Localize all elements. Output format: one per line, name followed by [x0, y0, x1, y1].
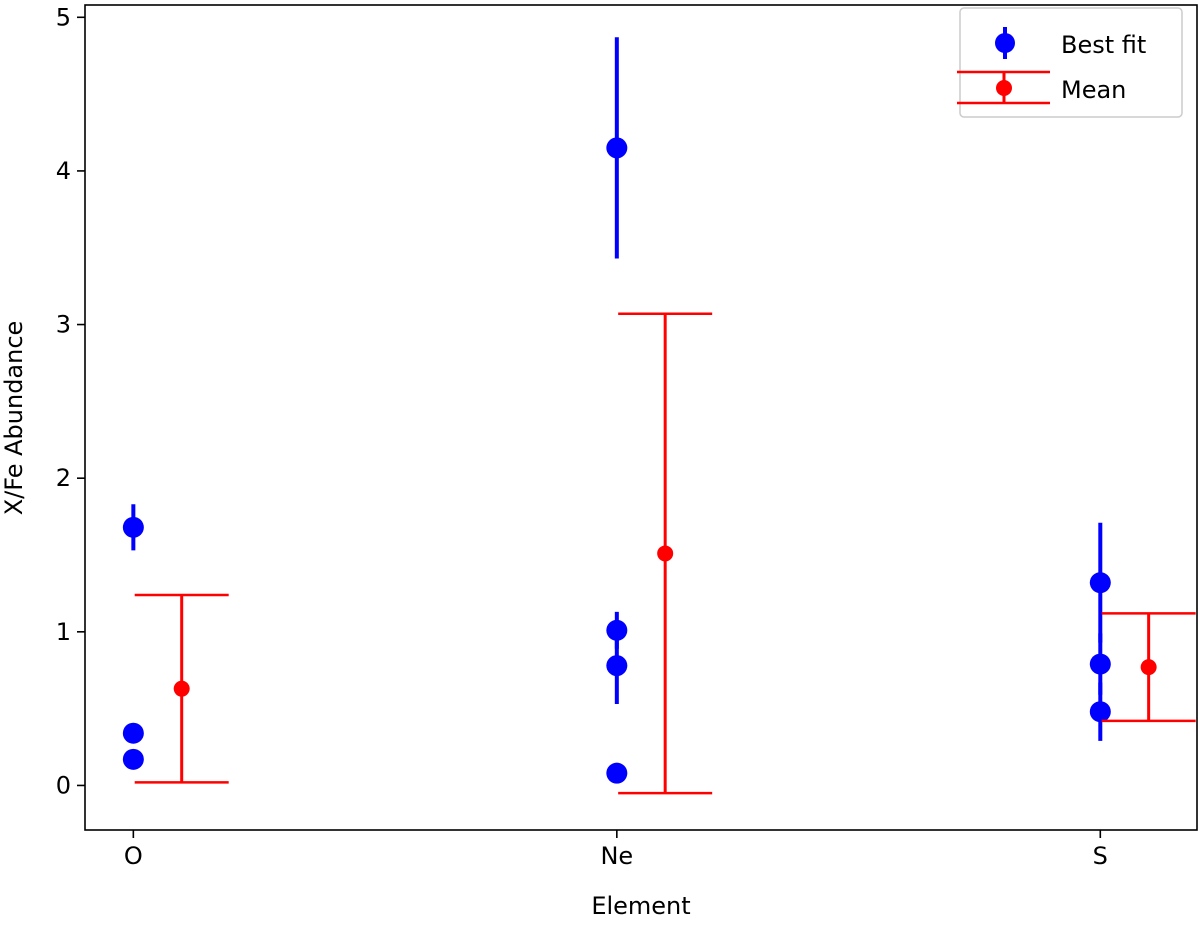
y-tick-label: 0 — [56, 771, 71, 799]
plot-marks — [122, 37, 1196, 795]
x-axis-label: Element — [591, 892, 690, 920]
mean-point — [657, 545, 674, 562]
legend: Best fit Mean — [957, 7, 1183, 118]
best-fit-point — [1089, 701, 1111, 723]
best-fit-point — [606, 762, 628, 784]
y-axis-label: X/Fe Abundance — [0, 321, 28, 516]
axes: 0 1 2 3 4 5 O Ne S — [56, 3, 1108, 870]
x-tick-label: Ne — [600, 842, 633, 870]
y-tick-label: 3 — [56, 311, 71, 339]
best-fit-point — [606, 137, 628, 159]
y-tick-label: 5 — [56, 3, 71, 31]
best-fit-point — [1089, 572, 1111, 594]
mean-point — [1140, 659, 1157, 676]
legend-mean-marker — [996, 80, 1012, 96]
legend-box — [959, 7, 1183, 118]
legend-mean-label: Mean — [1061, 76, 1126, 104]
x-tick-label: S — [1093, 842, 1108, 870]
y-tick-label: 4 — [56, 157, 71, 185]
x-tick-label: O — [124, 842, 143, 870]
legend-best-fit-label: Best fit — [1061, 31, 1146, 59]
best-fit-point — [606, 655, 628, 677]
best-fit-point — [122, 516, 144, 538]
y-tick-label: 2 — [56, 464, 71, 492]
legend-best-fit-marker — [995, 33, 1015, 53]
best-fit-point — [1089, 653, 1111, 675]
y-tick-label: 1 — [56, 618, 71, 646]
best-fit-point — [122, 748, 144, 770]
plot-frame — [84, 4, 1198, 831]
best-fit-point — [122, 722, 144, 744]
mean-point — [173, 680, 190, 697]
